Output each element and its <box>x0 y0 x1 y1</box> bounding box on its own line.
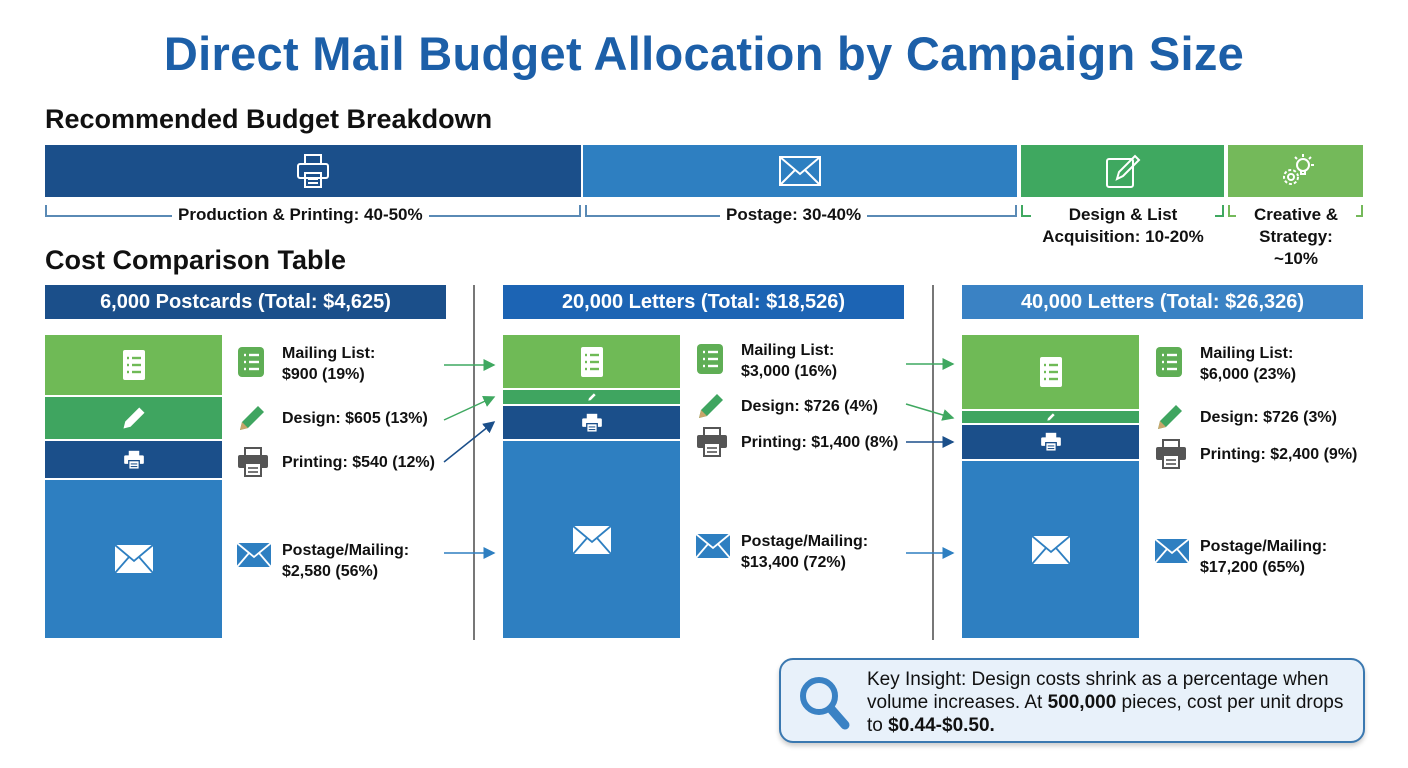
label-mailing-list: Mailing List: $900 (19%) <box>282 345 376 383</box>
printer-icon <box>122 449 145 470</box>
bar-printing <box>503 406 680 441</box>
bar-postage <box>503 441 680 640</box>
bar-printing <box>45 441 222 480</box>
breakdown-heading: Recommended Budget Breakdown <box>45 104 493 134</box>
list-icon <box>695 342 725 381</box>
bar-postage <box>45 480 222 640</box>
column-header: 6,000 Postcards (Total: $4,625) <box>45 285 446 319</box>
bar-design <box>503 390 680 406</box>
label-creative-2: Strategy: ~10% <box>1259 227 1333 268</box>
label-postage: Postage: 30-40% <box>720 204 868 226</box>
pencil-icon <box>695 390 727 427</box>
arrow <box>905 403 955 421</box>
printer-icon <box>1154 438 1188 475</box>
divider <box>473 285 475 640</box>
key-insight-box: Key Insight: Design costs shrink as a pe… <box>779 658 1365 743</box>
label-design-2: Acquisition: 10-20% <box>1042 227 1204 246</box>
pencil-icon <box>120 404 148 432</box>
label-postage: Postage/Mailing: $2,580 (56%) <box>282 542 410 580</box>
envelope-icon <box>571 524 612 555</box>
label-mailing-list: Mailing List: $3,000 (16%) <box>741 342 838 380</box>
bar-mailing-list <box>503 335 680 390</box>
pencil-icon <box>236 402 268 439</box>
list-icon <box>122 348 146 382</box>
label-design: Design: $726 (3%) <box>1200 409 1337 426</box>
envelope-icon <box>236 542 272 573</box>
gear-lightbulb-icon <box>1282 154 1314 185</box>
pencil-icon <box>1154 401 1186 438</box>
divider <box>932 285 934 640</box>
list-icon <box>1154 345 1184 384</box>
segment-production <box>45 145 581 197</box>
label-design: Design: $726 (4%) <box>741 398 878 415</box>
label-design: Design: $605 (13%) <box>282 410 428 427</box>
segment-creative <box>1228 145 1363 197</box>
label-printing: Printing: $2,400 (9%) <box>1200 446 1358 463</box>
printer-icon <box>297 154 329 188</box>
magnifier-icon <box>800 677 850 730</box>
envelope-icon <box>1154 538 1190 569</box>
bar-mailing-list <box>962 335 1139 411</box>
column-header: 40,000 Letters (Total: $26,326) <box>962 285 1363 319</box>
bar-design <box>45 397 222 441</box>
envelope-icon <box>113 544 154 574</box>
page-title: Direct Mail Budget Allocation by Campaig… <box>163 27 1245 80</box>
list-icon <box>1039 355 1063 389</box>
label-postage: Postage/Mailing: $17,200 (65%) <box>1200 538 1328 576</box>
pencil-edit-icon <box>1105 154 1140 188</box>
segment-postage <box>583 145 1017 197</box>
segment-design-list <box>1021 145 1224 197</box>
envelope-icon <box>779 156 821 186</box>
insight-text: Key Insight: Design costs shrink as a pe… <box>867 669 1344 736</box>
label-design-1: Design & List <box>1068 205 1178 224</box>
label-printing: Printing: $540 (12%) <box>282 454 435 471</box>
bar-printing <box>962 425 1139 461</box>
envelope-icon <box>695 533 731 564</box>
label-printing: Printing: $1,400 (8%) <box>741 434 899 451</box>
printer-icon <box>580 412 603 433</box>
pencil-icon <box>1046 412 1056 422</box>
pencil-icon <box>587 392 597 402</box>
printer-icon <box>695 426 729 463</box>
bar-design <box>962 411 1139 425</box>
printer-icon <box>236 446 270 483</box>
table-heading: Cost Comparison Table <box>45 245 347 275</box>
bar-postage <box>962 461 1139 640</box>
label-mailing-list: Mailing List: $6,000 (23%) <box>1200 345 1297 383</box>
list-icon <box>236 345 266 384</box>
label-production: Production & Printing: 40-50% <box>172 204 429 226</box>
list-icon <box>580 345 604 379</box>
column-header: 20,000 Letters (Total: $18,526) <box>503 285 904 319</box>
label-postage: Postage/Mailing: $13,400 (72%) <box>741 533 869 571</box>
arrow <box>443 395 496 421</box>
arrow <box>443 421 496 463</box>
envelope-icon <box>1030 534 1071 565</box>
label-creative-1: Creative & <box>1253 205 1339 224</box>
bar-mailing-list <box>45 335 222 397</box>
printer-icon <box>1039 432 1062 453</box>
